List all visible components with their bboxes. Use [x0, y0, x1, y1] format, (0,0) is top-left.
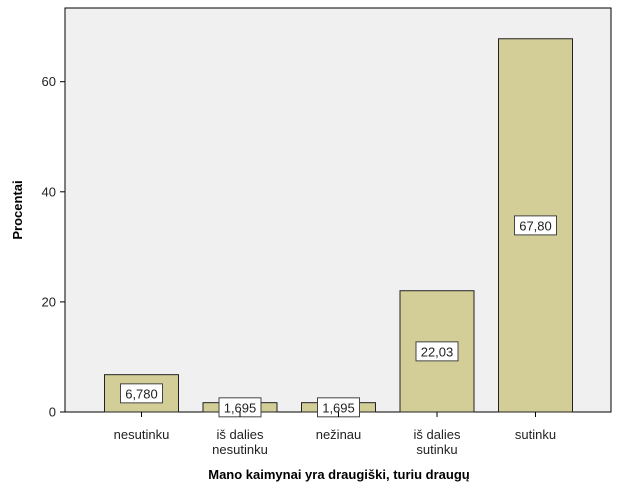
data-label-text: 22,03 [421, 344, 454, 359]
data-label-text: 67,80 [519, 218, 552, 233]
x-tick-label: nežinau [316, 427, 362, 442]
y-axis-title: Procentai [10, 180, 25, 239]
data-label: 22,03 [415, 341, 459, 362]
x-tick-label: iš dalies [217, 427, 264, 442]
data-label-box [120, 383, 163, 404]
y-tick-label: 60 [42, 74, 56, 89]
x-axis-title: Mano kaimynai yra draugiški, turiu draug… [208, 467, 470, 482]
data-label-box [415, 341, 459, 362]
bars-layer: 6,780 1,695 1,695 22,03 67,80 [104, 38, 573, 418]
y-axis: 0 20 40 60 [42, 74, 65, 420]
data-label-text: 6,780 [125, 386, 158, 401]
y-tick-label: 20 [42, 294, 56, 309]
x-tick-label: sutinku [416, 442, 457, 457]
data-label: 1,695 [317, 397, 360, 418]
x-tick-label: iš dalies [414, 427, 461, 442]
data-label: 67,80 [514, 215, 557, 236]
x-tick-label: sutinku [515, 427, 556, 442]
x-tick-label: nesutinku [212, 442, 268, 457]
y-tick-label: 40 [42, 184, 56, 199]
data-label: 1,695 [218, 397, 262, 418]
data-label-box [514, 215, 557, 236]
data-label-text: 1,695 [322, 400, 355, 415]
data-label: 6,780 [120, 383, 163, 404]
data-label-text: 1,695 [224, 400, 257, 415]
y-tick-label: 0 [49, 405, 56, 420]
x-tick-label: nesutinku [114, 427, 170, 442]
